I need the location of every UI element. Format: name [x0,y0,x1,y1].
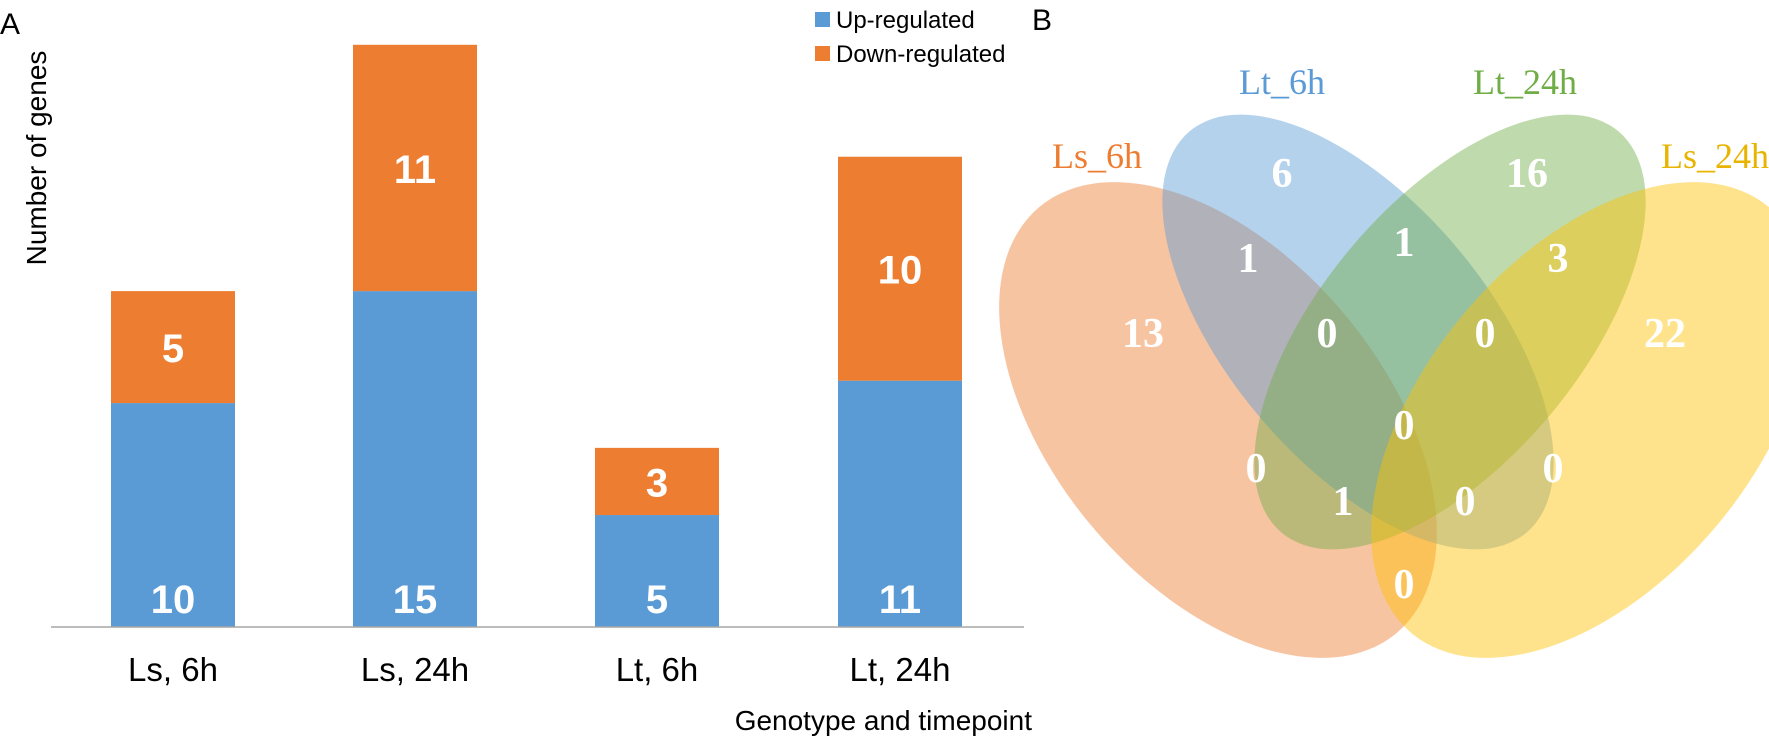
data-label-down-regulated-ls-6h: 5 [162,327,184,371]
y-axis-label: Number of genes [21,51,52,266]
venn-label-lt-6h: Lt_6h [1239,62,1325,102]
venn-label-lt-24h: Lt_24h [1473,62,1577,102]
bar-up-regulated-ls-24h [353,291,477,627]
bars: 10 5 15 11 5 3 11 10 [111,44,962,627]
data-label-down-regulated-lt-24h: 10 [878,249,923,293]
bar-up-regulated-lt-24h [838,380,962,627]
venn-count-ls-6h-ls-24h: 0 [1394,562,1415,608]
panel-b-label: B [1032,4,1052,37]
x-tick-label-ls-24h: Ls, 24h [361,651,469,688]
venn-count-lt-6h-lt-24h-ls-24h: 0 [1475,311,1496,357]
venn-count-ls-6h-lt-6h-ls-24h: 0 [1455,479,1476,525]
bar-down-regulated-ls-6h [111,291,235,404]
bar-down-regulated-ls-24h [353,44,477,292]
venn-count-lt-6h-ls-24h: 0 [1543,446,1564,492]
data-label-up-regulated-lt-6h: 5 [646,578,668,622]
panel-a-label: A [0,8,20,41]
venn-count-ls-6h-lt-6h: 1 [1238,236,1259,282]
x-tick-label-lt-24h: Lt, 24h [850,651,951,688]
venn-count-lt-24h-ls-24h: 3 [1548,236,1569,282]
legend-label-down-regulated: Down-regulated [836,41,1005,68]
stacked-bar-chart: Number of genes Genotype and timepoint U… [21,7,1032,736]
legend-swatch-down-regulated [815,46,830,61]
data-label-up-regulated-lt-24h: 11 [879,578,921,622]
legend-swatch-up-regulated [815,12,830,27]
venn-label-ls-6h: Ls_6h [1052,136,1142,176]
venn-count-ls-6h-lt-6h-lt-24h: 0 [1317,311,1338,357]
venn-set-ls-6h [999,182,1437,658]
venn-set-lt-6h [1162,114,1554,550]
x-tick-labels: Ls, 6h Ls, 24h Lt, 6h Lt, 24h [128,651,950,688]
legend: Up-regulated Down-regulated [815,7,1005,68]
bar-up-regulated-ls-6h [111,403,235,627]
venn-count-lt-6h: 6 [1272,151,1293,197]
data-label-down-regulated-ls-24h: 11 [394,148,436,192]
venn-count-lt-6h-lt-24h: 1 [1394,220,1415,266]
venn-count-ls-6h-lt-24h-ls-24h: 1 [1333,479,1354,525]
data-label-down-regulated-lt-6h: 3 [646,461,668,505]
venn-count-ls-6h-lt-24h: 0 [1246,446,1267,492]
venn-count-ls-6h-lt-6h-lt-24h-ls-24h: 0 [1394,403,1415,449]
venn-count-lt-24h: 16 [1506,151,1548,197]
venn-count-ls-6h: 13 [1122,311,1164,357]
data-label-up-regulated-ls-24h: 15 [393,578,438,622]
bar-down-regulated-lt-24h [838,156,962,381]
x-tick-label-ls-6h: Ls, 6h [128,651,218,688]
venn-set-lt-24h [1254,114,1646,550]
legend-label-up-regulated: Up-regulated [836,7,975,34]
data-label-up-regulated-ls-6h: 10 [151,578,196,622]
x-tick-label-lt-6h: Lt, 6h [616,651,699,688]
x-axis-label: Genotype and timepoint [735,705,1033,736]
venn-label-ls-24h: Ls_24h [1661,136,1769,176]
bar-down-regulated-lt-6h [595,447,719,516]
venn-count-ls-24h: 22 [1644,311,1686,357]
bar-up-regulated-lt-6h [595,515,719,627]
venn-set-ls-24h [1371,182,1769,658]
